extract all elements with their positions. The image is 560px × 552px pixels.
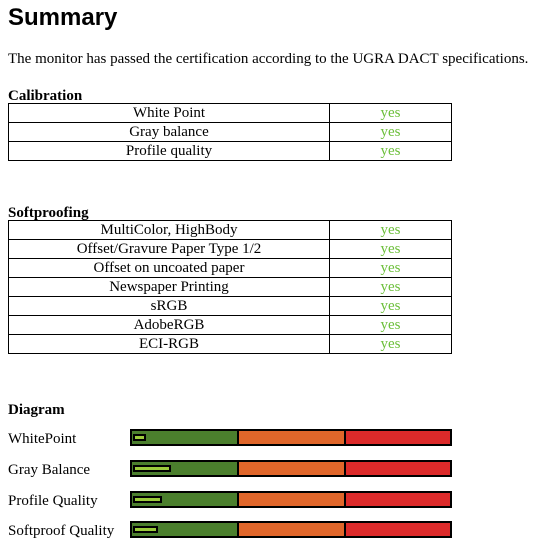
row-value: yes [329,122,452,142]
zone-warning [239,431,346,444]
gray-balance-label: Gray Balance [8,462,91,478]
row-name: MultiColor, HighBody [8,220,330,240]
certification-statement: The monitor has passed the certification… [8,51,529,67]
table-row: Profile quality yes [8,141,452,161]
row-name: ECI-RGB [8,334,330,354]
table-row: Newspaper Printing yes [8,277,452,297]
diagram-heading: Diagram [8,402,65,418]
softproof-quality-bar [130,521,452,538]
row-name: Newspaper Printing [8,277,330,297]
table-row: Offset/Gravure Paper Type 1/2 yes [8,239,452,259]
row-value: yes [329,258,452,278]
row-value: yes [329,141,452,161]
row-name: sRGB [8,296,330,316]
level-marker [133,496,162,503]
table-row: sRGB yes [8,296,452,316]
softproofing-heading: Softproofing [8,205,89,221]
table-row: MultiColor, HighBody yes [8,220,452,240]
zone-good [132,523,239,536]
table-row: ECI-RGB yes [8,334,452,354]
row-name: Profile quality [8,141,330,161]
row-name: Offset on uncoated paper [8,258,330,278]
row-value: yes [329,334,452,354]
level-marker [133,465,171,472]
zone-good [132,431,239,444]
profile-quality-label: Profile Quality [8,493,98,509]
whitepoint-label: WhitePoint [8,431,77,447]
zone-fail [346,523,450,536]
row-name: Offset/Gravure Paper Type 1/2 [8,239,330,259]
zone-warning [239,462,346,475]
level-marker [133,434,146,441]
table-row: Offset on uncoated paper yes [8,258,452,278]
zone-fail [346,431,450,444]
row-value: yes [329,296,452,316]
zone-fail [346,462,450,475]
row-value: yes [329,277,452,297]
row-name: White Point [8,103,330,123]
row-value: yes [329,220,452,240]
table-row: Gray balance yes [8,122,452,142]
calibration-heading: Calibration [8,88,83,104]
table-row: White Point yes [8,103,452,123]
page-title: Summary [8,4,118,31]
zone-warning [239,493,346,506]
level-marker [133,526,158,533]
row-value: yes [329,103,452,123]
softproofing-table: MultiColor, HighBody yes Offset/Gravure … [8,220,452,354]
row-value: yes [329,239,452,259]
calibration-table: White Point yes Gray balance yes Profile… [8,103,452,161]
row-name: Gray balance [8,122,330,142]
whitepoint-quality-bar [130,429,452,446]
zone-fail [346,493,450,506]
gray-balance-quality-bar [130,460,452,477]
table-row: AdobeRGB yes [8,315,452,335]
softproof-quality-label: Softproof Quality [8,523,115,539]
profile-quality-bar [130,491,452,508]
row-value: yes [329,315,452,335]
zone-warning [239,523,346,536]
row-name: AdobeRGB [8,315,330,335]
